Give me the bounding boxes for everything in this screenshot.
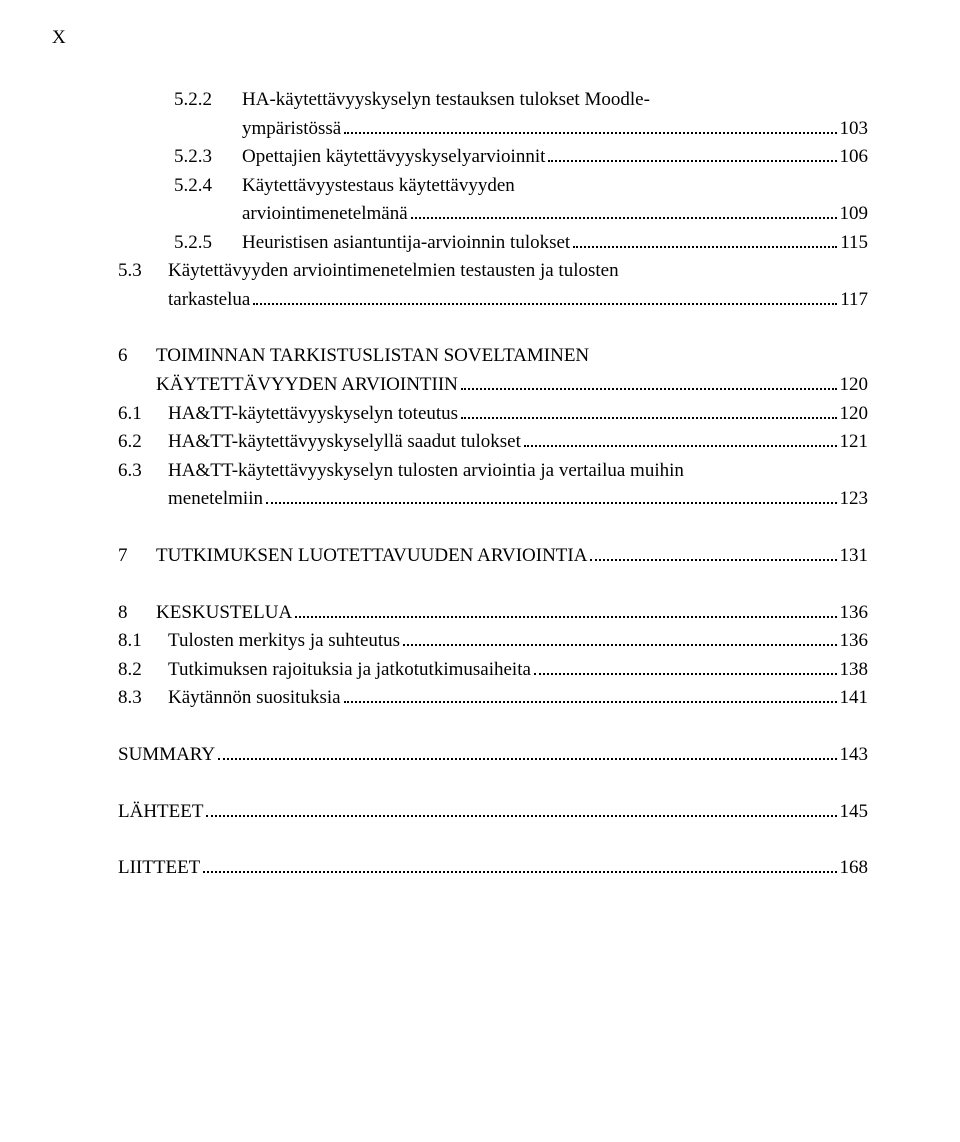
toc-text: LÄHTEET <box>118 798 203 827</box>
toc-text: Opettajien käytettävyyskyselyarvioinnit <box>242 143 545 172</box>
toc-page-number: 136 <box>840 627 869 656</box>
toc-leader <box>218 741 836 760</box>
toc-chapter-entry: 6 TOIMINNAN TARKISTUSLISTAN SOVELTAMINEN… <box>118 342 868 399</box>
toc-number: 6.1 <box>118 400 168 429</box>
toc-chapter-entry: 7 TUTKIMUKSEN LUOTETTAVUUDEN ARVIOINTIA … <box>118 542 868 571</box>
toc-text: HA&TT-käytettävyyskyselyn toteutus <box>168 400 458 429</box>
toc-text: Heuristisen asiantuntija-arvioinnin tulo… <box>242 229 570 258</box>
toc-leader <box>295 598 836 617</box>
toc-page-number: 143 <box>840 741 869 770</box>
toc-number: 6 <box>118 342 156 371</box>
toc-text-line1: HA-käytettävyyskyselyn testauksen tuloks… <box>242 86 650 115</box>
toc-leader <box>344 115 836 134</box>
toc-chapter-entry: SUMMARY 143 <box>118 741 868 770</box>
toc-page-number: 145 <box>840 798 869 827</box>
toc-entry: 5.2.3 Opettajien käytettävyyskyselyarvio… <box>118 143 868 172</box>
toc-entry: 5.2.4 Käytettävyystestaus käytettävyyden… <box>118 172 868 229</box>
toc-leader <box>524 428 837 447</box>
toc-number: 8.3 <box>118 684 168 713</box>
toc-text-line1: HA&TT-käytettävyyskyselyn tulosten arvio… <box>168 457 684 486</box>
toc-page-number: 121 <box>840 428 869 457</box>
toc-text: SUMMARY <box>118 741 215 770</box>
toc-entry: 8.1 Tulosten merkitys ja suhteutus 136 <box>118 627 868 656</box>
toc-entry: 6.3 HA&TT-käytettävyyskyselyn tulosten a… <box>118 457 868 514</box>
toc-leader <box>461 371 837 390</box>
toc-text-line2: menetelmiin <box>168 485 263 514</box>
toc-number: 6.3 <box>118 457 168 486</box>
toc-leader <box>344 684 837 703</box>
toc-leader <box>266 485 837 504</box>
toc-leader <box>403 627 836 646</box>
toc-leader <box>461 400 836 419</box>
toc-page-number: 123 <box>840 485 869 514</box>
toc-text: TUTKIMUKSEN LUOTETTAVUUDEN ARVIOINTIA <box>156 542 587 571</box>
toc-page-number: 109 <box>840 200 869 229</box>
toc-page-number: 141 <box>840 684 869 713</box>
toc-page-number: 120 <box>840 371 869 400</box>
toc-number: 5.2.4 <box>174 172 242 201</box>
toc-leader <box>203 854 836 873</box>
toc-number: 7 <box>118 542 156 571</box>
toc-leader <box>534 656 837 675</box>
toc-page-number: 117 <box>840 286 868 315</box>
toc-text: HA&TT-käytettävyyskyselyllä saadut tulok… <box>168 428 521 457</box>
toc-text-line2: tarkastelua <box>168 286 250 315</box>
toc-text: Tulosten merkitys ja suhteutus <box>168 627 400 656</box>
toc-chapter-entry: LÄHTEET 145 <box>118 797 868 826</box>
toc-number: 6.2 <box>118 428 168 457</box>
toc-number: 5.2.5 <box>174 229 242 258</box>
toc-page-number: 106 <box>840 143 869 172</box>
page-header-marker: X <box>52 24 66 53</box>
toc-number: 5.2.3 <box>174 143 242 172</box>
toc-page-number: 136 <box>840 599 869 628</box>
toc-number: 5.3 <box>118 257 168 286</box>
toc-text: LIITTEET <box>118 854 200 883</box>
toc-entry: 5.2.5 Heuristisen asiantuntija-arvioinni… <box>118 229 868 258</box>
toc-leader <box>573 229 837 248</box>
toc-text: Käytännön suosituksia <box>168 684 341 713</box>
table-of-contents: 5.2.2 HA-käytettävyyskyselyn testauksen … <box>118 86 868 883</box>
toc-page-number: 131 <box>840 542 869 571</box>
toc-leader <box>590 542 836 561</box>
document-page: X 5.2.2 HA-käytettävyyskyselyn testaukse… <box>0 0 960 1142</box>
toc-page-number: 115 <box>840 229 868 258</box>
toc-chapter-entry: 8 KESKUSTELUA 136 <box>118 598 868 627</box>
toc-text-line1: Käytettävyystestaus käytettävyyden <box>242 172 515 201</box>
toc-text: Tutkimuksen rajoituksia ja jatkotutkimus… <box>168 656 531 685</box>
toc-text-line1: TOIMINNAN TARKISTUSLISTAN SOVELTAMINEN <box>156 342 589 371</box>
toc-entry: 6.1 HA&TT-käytettävyyskyselyn toteutus 1… <box>118 400 868 429</box>
toc-page-number: 168 <box>840 854 869 883</box>
toc-number: 8.1 <box>118 627 168 656</box>
toc-number: 8.2 <box>118 656 168 685</box>
toc-leader <box>548 143 836 162</box>
toc-leader <box>253 286 837 305</box>
toc-entry: 6.2 HA&TT-käytettävyyskyselyllä saadut t… <box>118 428 868 457</box>
toc-number: 8 <box>118 599 156 628</box>
toc-page-number: 103 <box>840 115 869 144</box>
toc-chapter-entry: LIITTEET 168 <box>118 854 868 883</box>
toc-entry: 5.2.2 HA-käytettävyyskyselyn testauksen … <box>118 86 868 143</box>
toc-text-line2: ympäristössä <box>242 115 341 144</box>
toc-entry: 8.3 Käytännön suosituksia 141 <box>118 684 868 713</box>
toc-text-line1: Käytettävyyden arviointimenetelmien test… <box>168 257 619 286</box>
toc-page-number: 138 <box>840 656 869 685</box>
toc-text: KESKUSTELUA <box>156 599 292 628</box>
toc-entry: 5.3 Käytettävyyden arviointimenetelmien … <box>118 257 868 314</box>
toc-entry: 8.2 Tutkimuksen rajoituksia ja jatkotutk… <box>118 656 868 685</box>
toc-text-line2: arviointimenetelmänä <box>242 200 408 229</box>
toc-number: 5.2.2 <box>174 86 242 115</box>
toc-text-line2: KÄYTETTÄVYYDEN ARVIOINTIIN <box>156 371 458 400</box>
toc-leader <box>206 797 836 816</box>
toc-page-number: 120 <box>840 400 869 429</box>
toc-leader <box>411 200 837 219</box>
